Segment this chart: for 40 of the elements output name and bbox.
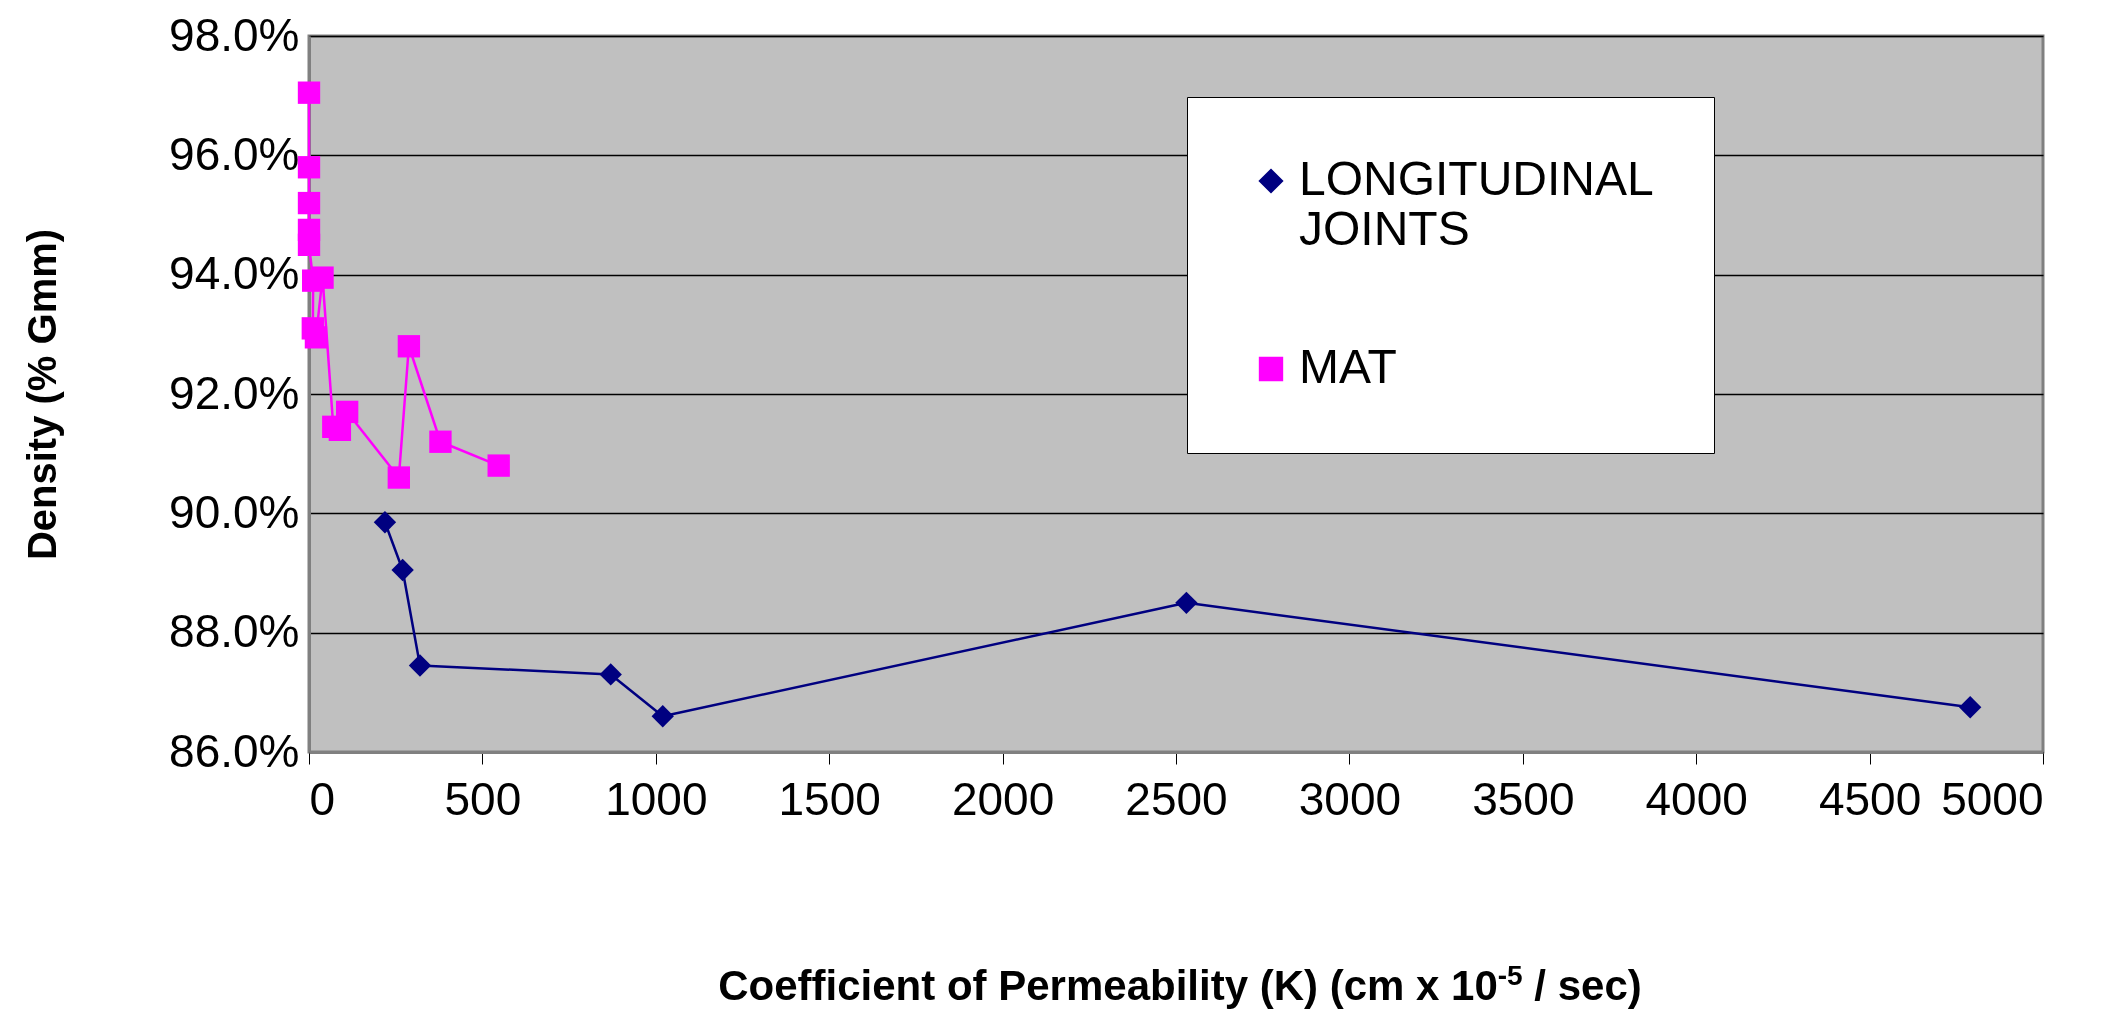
x-axis-title: Coefficient of Permeability (K) (cm x 10$^{-5}$ / sec) bbox=[717, 960, 1643, 1010]
y-tick-label: 90.0% bbox=[169, 485, 300, 538]
point bbox=[397, 335, 421, 358]
point bbox=[311, 266, 334, 289]
y-tick-label: 94.0% bbox=[169, 247, 300, 300]
y-tick-label: 92.0% bbox=[169, 366, 300, 419]
legend-label: LONGITUDINAL JOINTS bbox=[1299, 152, 1654, 255]
y-axis-title: Density (% Gmm) bbox=[20, 228, 65, 561]
point bbox=[599, 663, 622, 686]
point bbox=[297, 81, 321, 104]
y-tick-label: 88.0% bbox=[169, 605, 300, 658]
x-tick-label: 2500 bbox=[1125, 772, 1228, 825]
point bbox=[387, 466, 410, 489]
x-tick-label: 5000 bbox=[1941, 772, 2044, 825]
x-tick-label: 2000 bbox=[951, 772, 1055, 825]
y-tick-label: 98.0% bbox=[169, 8, 300, 61]
x-tick-label: 3500 bbox=[1472, 772, 1575, 825]
point bbox=[1175, 591, 1198, 615]
point bbox=[1958, 696, 1982, 719]
x-tick-label: 0 bbox=[309, 772, 336, 825]
x-tick-label: 3000 bbox=[1298, 772, 1402, 825]
point bbox=[408, 654, 432, 677]
point bbox=[651, 705, 674, 728]
point bbox=[391, 558, 414, 582]
point bbox=[429, 430, 452, 453]
x-tick-label: 1000 bbox=[605, 772, 708, 825]
y-tick-label: 86.0% bbox=[169, 724, 300, 777]
point bbox=[297, 156, 321, 179]
point bbox=[335, 400, 359, 424]
point bbox=[297, 233, 321, 257]
point bbox=[487, 454, 510, 477]
point bbox=[304, 326, 328, 349]
point bbox=[297, 191, 321, 215]
x-tick-label: 500 bbox=[444, 772, 522, 825]
legend-label: MAT bbox=[1299, 340, 1397, 393]
y-tick-label: 96.0% bbox=[169, 127, 300, 180]
point bbox=[373, 511, 397, 534]
x-tick-label: 4500 bbox=[1818, 772, 1922, 825]
x-tick-label: 4000 bbox=[1645, 772, 1748, 825]
x-tick-label: 1500 bbox=[778, 772, 881, 825]
